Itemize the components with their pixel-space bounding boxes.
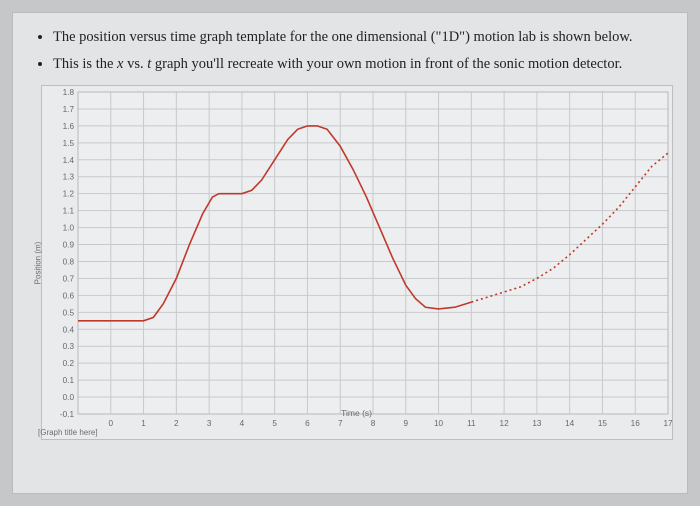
svg-text:0.6: 0.6 bbox=[63, 291, 75, 300]
svg-text:-0.1: -0.1 bbox=[60, 410, 75, 419]
svg-text:0.0: 0.0 bbox=[63, 393, 75, 402]
svg-text:0.4: 0.4 bbox=[63, 325, 75, 334]
worksheet-panel: The position versus time graph template … bbox=[12, 12, 688, 494]
svg-text:5: 5 bbox=[272, 419, 277, 428]
svg-text:15: 15 bbox=[598, 419, 608, 428]
svg-text:0.1: 0.1 bbox=[63, 376, 75, 385]
bullet-2-text: This is the x vs. t graph you'll recreat… bbox=[53, 56, 622, 72]
svg-text:0.2: 0.2 bbox=[63, 359, 75, 368]
svg-text:7: 7 bbox=[338, 419, 343, 428]
svg-text:12: 12 bbox=[500, 419, 510, 428]
svg-text:3: 3 bbox=[207, 419, 212, 428]
svg-text:11: 11 bbox=[467, 419, 476, 428]
svg-text:6: 6 bbox=[305, 419, 310, 428]
svg-text:0.3: 0.3 bbox=[63, 342, 75, 351]
graph-title-placeholder: [Graph title here] bbox=[38, 428, 98, 437]
chart-svg: -0.1 0.0 0.1 0.2 0.3 0.4 0.5 0.6 0.7 0.8 0.9 1.0 1.1… bbox=[42, 86, 674, 441]
svg-text:0.8: 0.8 bbox=[63, 258, 75, 267]
svg-text:Time (s): Time (s) bbox=[341, 408, 372, 418]
svg-text:0.7: 0.7 bbox=[63, 274, 75, 283]
svg-text:1.0: 1.0 bbox=[63, 224, 75, 233]
svg-text:1.3: 1.3 bbox=[63, 173, 75, 182]
svg-text:14: 14 bbox=[565, 419, 575, 428]
svg-text:1.8: 1.8 bbox=[63, 88, 75, 97]
svg-text:0.5: 0.5 bbox=[63, 308, 75, 317]
svg-text:17: 17 bbox=[663, 419, 673, 428]
svg-text:1.4: 1.4 bbox=[63, 156, 75, 165]
svg-text:1: 1 bbox=[141, 419, 146, 428]
svg-text:1.1: 1.1 bbox=[63, 207, 75, 216]
svg-text:13: 13 bbox=[532, 419, 542, 428]
svg-text:1.2: 1.2 bbox=[63, 190, 75, 199]
instruction-list: The position versus time graph template … bbox=[31, 27, 669, 75]
svg-text:4: 4 bbox=[240, 419, 245, 428]
bullet-1: The position versus time graph template … bbox=[53, 27, 669, 48]
svg-text:8: 8 bbox=[371, 419, 376, 428]
svg-text:10: 10 bbox=[434, 419, 444, 428]
bullet-1-text: The position versus time graph template … bbox=[53, 29, 633, 45]
y-axis-label: Position (m) bbox=[34, 241, 43, 284]
svg-text:2: 2 bbox=[174, 419, 179, 428]
svg-text:1.6: 1.6 bbox=[63, 122, 75, 131]
svg-text:16: 16 bbox=[631, 419, 641, 428]
svg-text:1.5: 1.5 bbox=[63, 139, 75, 148]
svg-text:0: 0 bbox=[108, 419, 113, 428]
position-time-chart: Position (m) [Graph title here] -0.10.00… bbox=[41, 85, 673, 440]
svg-text:0.9: 0.9 bbox=[63, 241, 75, 250]
bullet-2: This is the x vs. t graph you'll recreat… bbox=[53, 54, 669, 75]
svg-text:9: 9 bbox=[403, 419, 408, 428]
svg-text:1.7: 1.7 bbox=[63, 105, 75, 114]
